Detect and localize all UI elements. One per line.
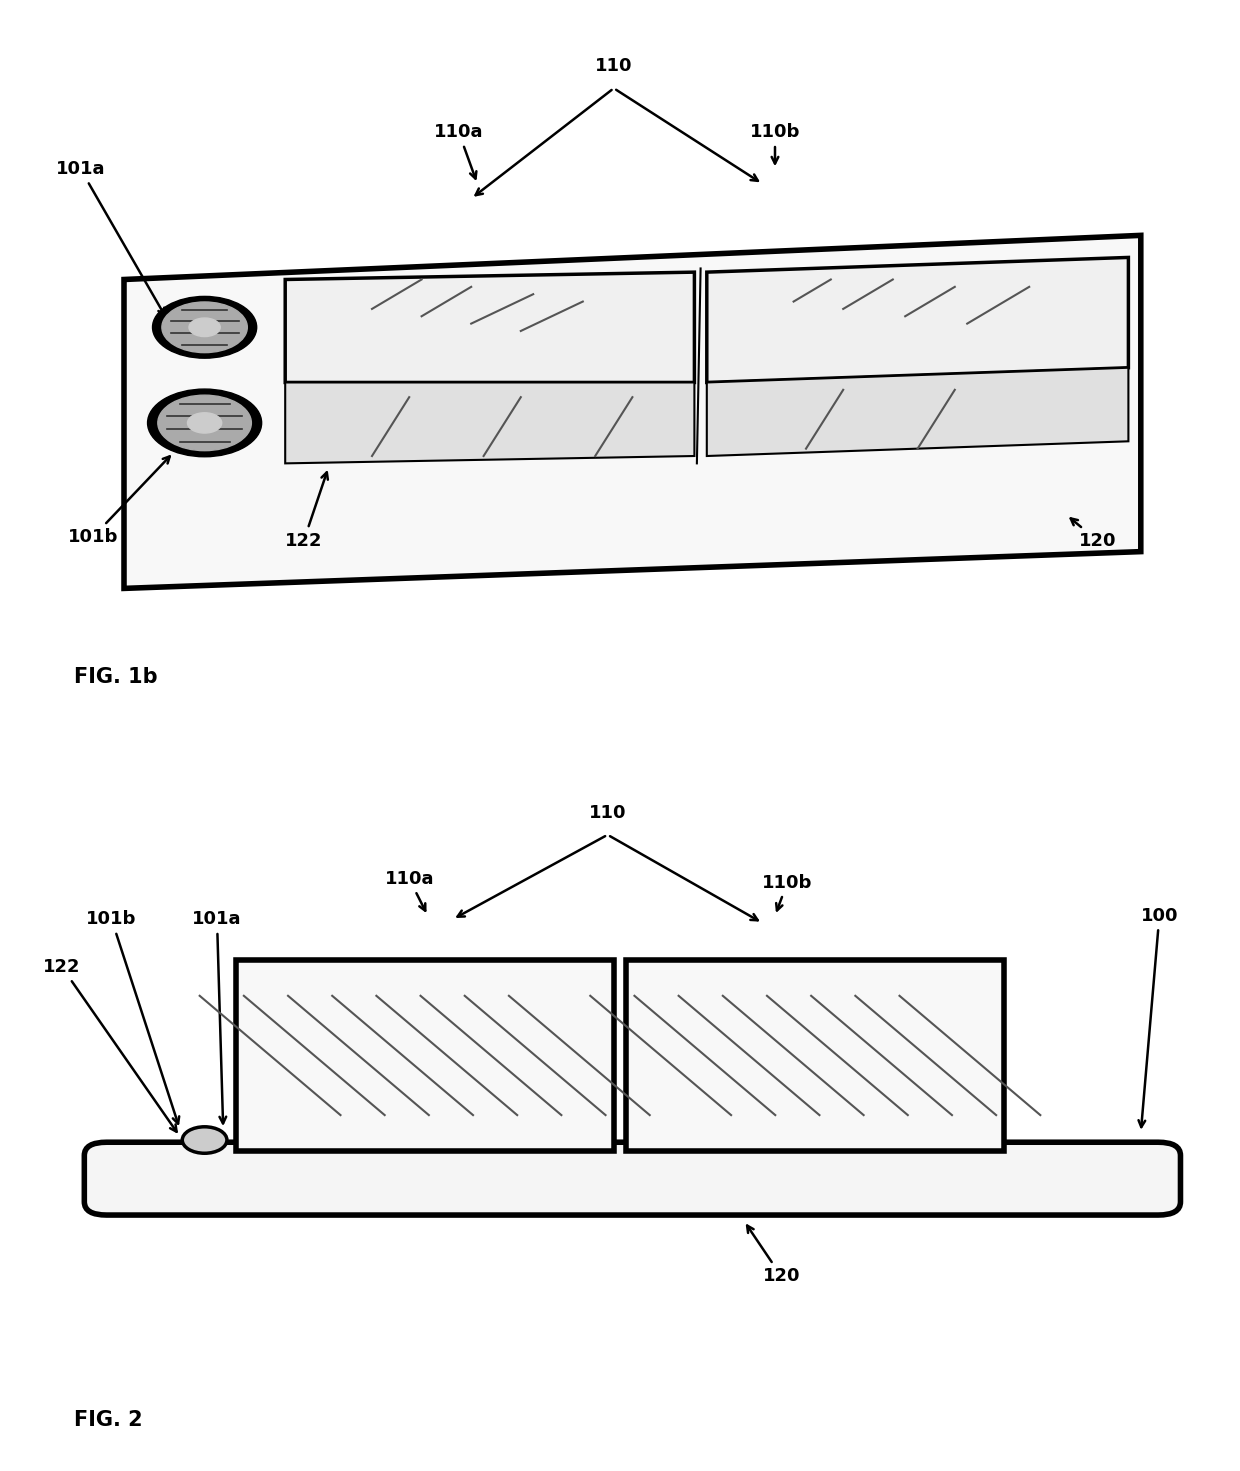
Circle shape [148,388,262,456]
Text: 110b: 110b [750,124,800,163]
Circle shape [182,1127,227,1153]
Text: 110a: 110a [434,124,484,178]
Text: 101a: 101a [192,911,242,1124]
Text: 100: 100 [1138,906,1178,1127]
Polygon shape [707,368,1128,456]
Circle shape [187,413,222,432]
Circle shape [188,318,221,337]
Circle shape [162,302,247,353]
Polygon shape [124,235,1141,588]
Text: 120: 120 [1070,518,1116,550]
Text: 110: 110 [595,57,632,75]
Text: 110b: 110b [763,874,812,911]
Text: 122: 122 [285,472,327,550]
Circle shape [157,396,252,450]
Bar [236,961,614,1150]
Polygon shape [285,382,694,463]
Text: 101b: 101b [87,911,180,1124]
Text: 101a: 101a [56,160,165,315]
Text: FIG. 1b: FIG. 1b [74,666,157,687]
FancyBboxPatch shape [84,1143,1180,1215]
Polygon shape [285,272,694,382]
Polygon shape [707,257,1128,382]
Text: 120: 120 [748,1225,800,1286]
Text: 110a: 110a [384,869,434,911]
Text: 110: 110 [589,803,626,822]
Text: 101b: 101b [68,456,170,546]
Bar [626,961,1004,1150]
Text: 122: 122 [43,958,176,1131]
Text: FIG. 2: FIG. 2 [74,1409,143,1430]
Circle shape [153,296,257,359]
